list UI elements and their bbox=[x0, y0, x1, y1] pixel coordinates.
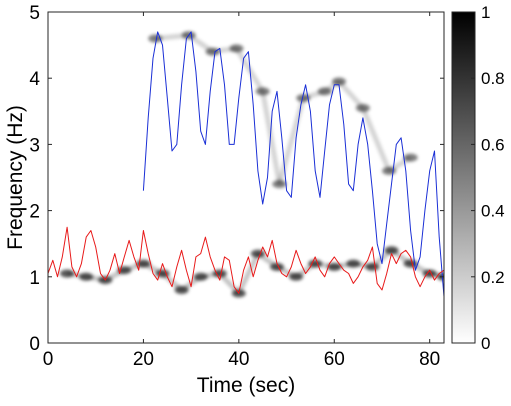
colorbar-ticks: 0 0.2 0.4 0.6 0.8 1 bbox=[471, 3, 505, 353]
colorbar-tick-label: 0.2 bbox=[481, 268, 505, 287]
y-tick-label: 1 bbox=[29, 268, 40, 289]
y-tick-label: 4 bbox=[29, 69, 40, 90]
y-tick-label: 5 bbox=[29, 3, 40, 24]
x-axis-label: Time (sec) bbox=[197, 374, 295, 397]
series-line-red bbox=[48, 226, 444, 294]
y-axis-label: Frequency (Hz) bbox=[4, 105, 27, 250]
x-tick-label: 0 bbox=[43, 349, 54, 370]
heatmap-blob bbox=[403, 153, 418, 162]
x-tick-label: 80 bbox=[419, 349, 440, 370]
plot-frame bbox=[47, 11, 445, 344]
colorbar-tick-label: 1 bbox=[481, 3, 490, 22]
heatmap-segment bbox=[360, 107, 392, 172]
series-line-blue bbox=[142, 31, 444, 297]
series-layer bbox=[48, 31, 444, 297]
heatmap-ridge bbox=[60, 246, 444, 298]
y-tick-label: 3 bbox=[29, 135, 40, 156]
colorbar bbox=[451, 11, 476, 344]
colorbar-tick-label: 0.6 bbox=[481, 135, 505, 154]
colorbar-tick-label: 0.8 bbox=[481, 69, 505, 88]
colorbar-tick-label: 0 bbox=[481, 334, 490, 353]
y-tick-label: 0 bbox=[29, 334, 40, 355]
colorbar-tick-label: 0.4 bbox=[481, 202, 505, 221]
x-tick-label: 40 bbox=[228, 349, 249, 370]
heatmap-segment bbox=[236, 252, 261, 295]
x-tick-label: 60 bbox=[324, 349, 345, 370]
heatmap-segment bbox=[337, 79, 365, 110]
heatmap-segment bbox=[260, 90, 282, 185]
y-tick-label: 2 bbox=[29, 202, 40, 223]
ticks-layer: 0 20 40 60 80 0 1 2 3 4 5 bbox=[29, 3, 444, 370]
heatmap-layer bbox=[60, 31, 444, 298]
x-tick-label: 20 bbox=[133, 349, 154, 370]
